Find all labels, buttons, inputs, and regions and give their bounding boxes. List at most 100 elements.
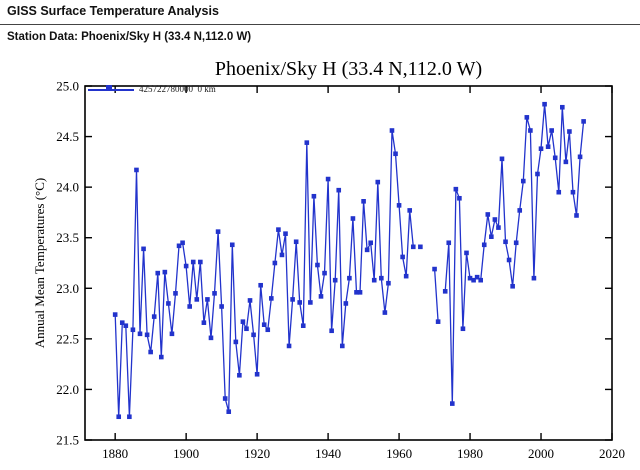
data-point-marker [549,128,554,133]
data-point-marker [382,310,388,315]
data-point-marker [464,250,469,256]
data-point-marker [513,240,519,246]
data-point-marker [478,277,483,283]
data-point-marker [304,140,310,145]
data-point-marker [418,244,423,250]
data-point-marker [354,290,359,295]
data-point-marker [471,277,476,283]
data-point-marker [535,171,540,177]
data-point-marker [474,274,480,280]
data-point-marker [180,240,185,246]
data-point-marker [212,291,217,296]
x-tick-label: 1940 [315,446,341,461]
y-tick-label: 22.0 [56,382,79,397]
data-point-marker [144,332,150,338]
data-point-marker [510,283,515,289]
data-point-marker [272,260,278,266]
data-point-marker [215,229,221,234]
y-axis-title: Annual Mean Temperatures (°C) [32,177,47,349]
data-point-marker [503,239,508,245]
x-tick-label: 1880 [102,446,128,461]
data-point-marker [329,328,334,334]
header-divider [0,24,640,25]
data-point-marker [173,291,178,296]
data-point-marker [386,280,391,286]
data-point-marker [389,128,395,133]
data-point-marker [219,304,224,309]
data-point-marker [151,314,157,319]
data-point-marker [269,296,274,301]
data-point-marker [290,297,295,302]
data-point-marker [574,213,579,218]
data-point-marker [208,335,214,341]
data-point-marker [481,242,487,248]
x-tick-label: 1920 [244,446,270,461]
data-point-marker [155,270,161,276]
data-point-marker [187,304,192,309]
station-data-label: Station Data: Phoenix/Sky H (33.4 N,112.… [7,31,252,43]
data-point-marker [379,275,384,281]
data-point-marker [258,282,263,288]
data-point-marker [205,297,210,302]
data-point-marker [190,259,196,265]
data-point-marker [361,199,366,204]
y-tick-label: 24.5 [56,129,79,144]
data-point-marker [357,290,363,295]
data-point-marker [467,275,473,281]
data-point-marker [112,312,118,317]
data-point-marker [531,275,537,281]
data-point-marker [297,300,303,305]
data-point-marker [137,331,143,337]
data-point-marker [410,244,416,250]
data-point-marker [450,401,455,406]
data-point-marker [496,225,501,230]
data-point-marker [265,327,271,333]
data-point-marker [286,343,292,349]
data-point-marker [169,331,175,337]
data-point-marker [279,252,285,258]
data-point-marker [560,104,565,110]
data-point-marker [453,186,459,192]
data-point-marker [222,396,228,401]
data-point-marker [119,320,125,325]
data-point-marker [148,349,153,355]
data-point-marker [183,263,189,269]
data-point-marker [567,129,572,134]
data-point-marker [176,243,182,249]
data-point-marker [350,216,356,221]
data-point-marker [283,231,288,236]
data-point-marker [343,301,349,306]
data-point-marker [489,234,494,240]
y-tick-label: 23.0 [56,281,79,296]
data-point-marker [517,208,523,213]
data-point-marker [162,269,168,275]
data-point-marker [336,187,342,193]
data-point-marker [570,189,576,195]
data-point-marker [371,277,377,283]
data-point-marker [247,298,253,303]
data-point-marker [545,144,551,149]
data-point-marker [311,193,317,199]
data-point-marker [528,128,533,133]
y-tick-label: 24.0 [56,180,79,195]
data-point-marker [552,155,558,161]
data-point-marker [198,259,203,265]
data-point-marker [127,414,132,420]
data-point-marker [116,414,122,420]
data-point-marker [339,343,345,349]
data-point-marker [403,273,409,279]
legend-marker-icon [106,85,112,91]
data-point-marker [407,208,413,213]
x-tick-label: 1960 [386,446,412,461]
page-title: GISS Surface Temperature Analysis [7,4,219,18]
y-tick-label: 22.5 [56,331,79,346]
data-point-marker [492,217,498,222]
y-tick-label: 21.5 [56,433,79,448]
data-point-marker [251,332,256,338]
data-point-marker [563,159,569,165]
y-tick-label: 23.5 [56,230,79,245]
x-tick-label: 1980 [457,446,483,461]
data-point-marker [237,372,242,378]
data-point-marker [347,275,352,281]
